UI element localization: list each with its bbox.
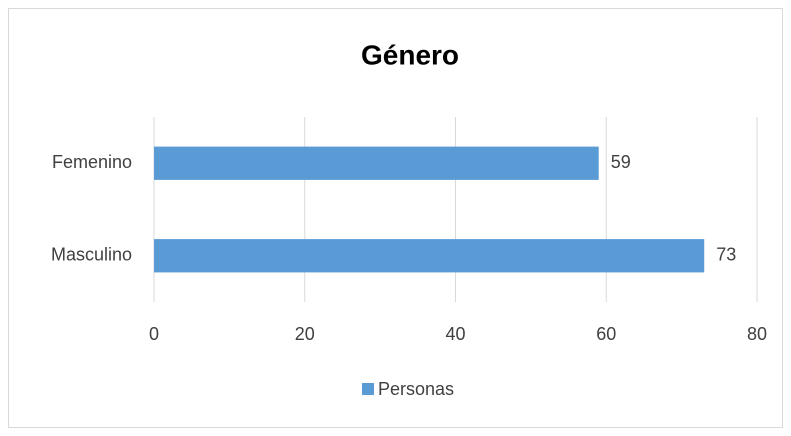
x-tick-label: 80	[747, 324, 767, 344]
bar	[154, 146, 599, 180]
y-tick-label: Masculino	[51, 245, 132, 265]
legend-label: Personas	[378, 379, 454, 399]
bar	[154, 239, 705, 273]
y-tick-label: Femenino	[52, 152, 132, 172]
x-tick-label: 20	[295, 324, 315, 344]
data-label: 73	[716, 245, 736, 265]
x-tick-label: 40	[445, 324, 465, 344]
chart-title: Género	[361, 39, 459, 70]
x-tick-label: 0	[149, 324, 159, 344]
chart-border	[8, 8, 783, 428]
data-label: 59	[611, 152, 631, 172]
x-tick-label: 60	[596, 324, 616, 344]
legend-swatch	[362, 383, 374, 395]
